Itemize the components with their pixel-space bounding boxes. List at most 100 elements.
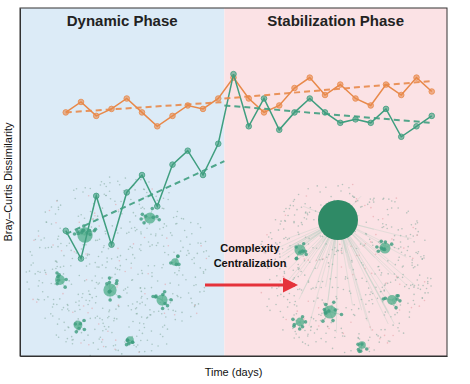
network-node: [198, 303, 200, 305]
network-node: [206, 258, 208, 260]
network-node: [416, 234, 418, 236]
network-node: [151, 188, 153, 190]
network-node: [123, 289, 125, 291]
network-node: [304, 203, 306, 205]
network-node: [378, 341, 380, 343]
network-node: [155, 215, 159, 219]
network-node: [377, 249, 381, 253]
network-node: [376, 334, 378, 336]
chart: Dynamic PhaseStabilization PhaseComplexi…: [0, 0, 470, 384]
network-node: [125, 177, 127, 179]
network-node: [304, 320, 308, 324]
network-node: [375, 245, 379, 249]
network-node: [150, 314, 152, 316]
network-node: [175, 310, 177, 312]
network-node: [369, 201, 371, 203]
network-node: [29, 251, 31, 253]
marker: [322, 92, 328, 98]
series-line: [66, 74, 432, 258]
network-node: [404, 254, 406, 256]
marker: [124, 96, 130, 102]
marker: [200, 106, 206, 112]
network-node: [294, 331, 296, 333]
marker: [307, 96, 313, 102]
network-node: [356, 343, 360, 347]
marker: [246, 124, 252, 130]
network-node: [51, 246, 53, 248]
network-node: [282, 329, 284, 331]
network-node: [342, 335, 344, 337]
network-node: [320, 314, 322, 316]
network-node: [167, 199, 169, 201]
network-node: [166, 343, 168, 345]
network-node: [320, 235, 322, 237]
marker: [93, 113, 99, 119]
network-node: [142, 221, 146, 225]
network-node: [375, 234, 377, 236]
network-node: [100, 336, 102, 338]
network-node: [312, 287, 314, 289]
network-node: [291, 318, 295, 322]
network-node: [139, 303, 141, 305]
network-node: [277, 295, 279, 297]
network-node: [76, 188, 78, 190]
network-node: [387, 342, 389, 344]
network-node: [391, 226, 393, 228]
network-node: [109, 190, 111, 192]
network-node: [417, 287, 419, 289]
network-node: [131, 340, 135, 344]
network-node: [125, 343, 129, 347]
network-node: [141, 270, 143, 272]
network-node: [287, 215, 289, 217]
network-node: [103, 183, 105, 185]
network-node: [78, 221, 80, 223]
network-node: [58, 318, 60, 320]
network-node: [200, 227, 202, 229]
network-node: [102, 323, 104, 325]
network-node: [115, 204, 117, 206]
network-node: [105, 282, 109, 286]
network-node: [269, 279, 271, 281]
network-node: [117, 232, 119, 234]
network-node: [46, 221, 48, 223]
network-node: [381, 272, 383, 274]
network-node: [275, 304, 277, 306]
annotation: Complexity: [220, 242, 280, 254]
network-node: [301, 224, 303, 226]
network-node: [302, 341, 304, 343]
network-node: [56, 334, 58, 336]
network-node: [102, 264, 104, 266]
network-node: [38, 230, 40, 232]
network-node: [375, 253, 377, 255]
network-node: [365, 294, 367, 296]
network-node: [118, 209, 120, 211]
network-node: [109, 176, 111, 178]
network-node: [119, 260, 121, 262]
network-illustrations: [25, 176, 431, 356]
network-node: [193, 257, 195, 259]
network-node: [206, 250, 208, 252]
network-node: [372, 245, 374, 247]
network-node: [72, 339, 74, 341]
network-node: [367, 204, 369, 206]
network-node: [52, 268, 54, 270]
network-node: [407, 210, 409, 212]
network-node: [140, 244, 142, 246]
network-node: [169, 261, 173, 265]
network-node: [102, 330, 104, 332]
network-node: [190, 298, 192, 300]
arrow: [205, 284, 295, 287]
network-node: [307, 333, 309, 335]
network-node: [310, 207, 312, 209]
network-node: [57, 323, 59, 325]
network-node: [189, 244, 191, 246]
network-node: [418, 284, 420, 286]
network-node: [97, 348, 99, 350]
network-node: [89, 300, 91, 302]
network-node: [270, 232, 272, 234]
network-node: [57, 238, 59, 240]
network-node: [107, 330, 109, 332]
network-node: [59, 228, 61, 230]
network-node: [105, 186, 107, 188]
network-node: [103, 346, 105, 348]
